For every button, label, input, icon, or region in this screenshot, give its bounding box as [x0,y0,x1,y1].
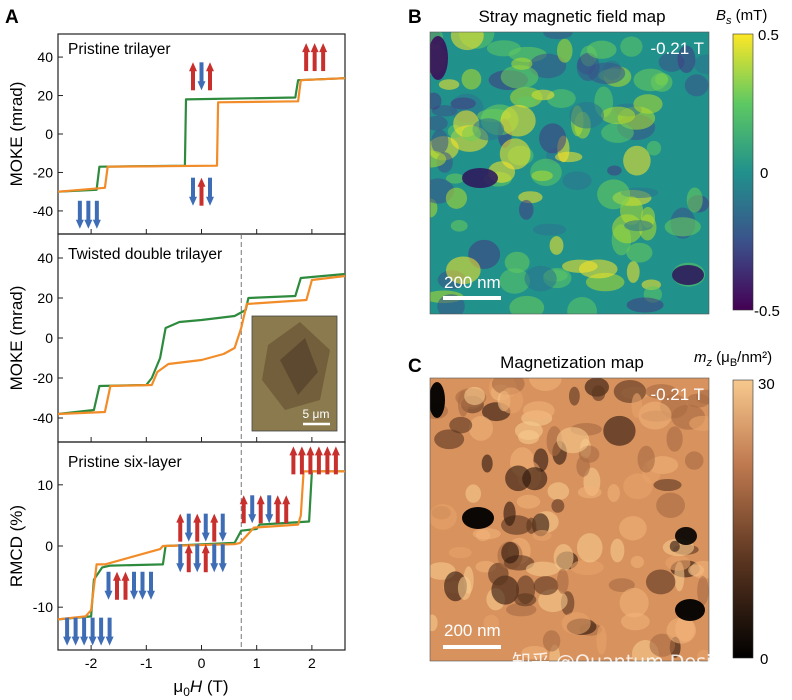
plot-a1-spin-state [75,200,101,229]
plot-a2-title: Twisted double trilayer [68,246,222,263]
map-c-texture [430,378,709,661]
plot-a3-xtick-label: -2 [85,655,98,671]
colorbar-b-tick-max: 0.5 [758,27,779,44]
plot-a3-spin-state [239,495,291,524]
colorbar-c-tick-min: 0 [760,651,768,668]
plot-a3-spin-state [63,617,114,646]
plot-a1-ylabel: MOKE (mrad) [7,82,26,187]
plot-a2-ytick-label: -20 [33,370,53,386]
map-c-scalebar [443,645,501,649]
plot-a3-xtick-label: 1 [253,655,261,671]
plot-a3-series-down [57,470,345,621]
plot-a2-ytick-label: 20 [37,290,53,306]
panel-label-c: C [408,356,422,377]
map-c-scalebar-label: 200 nm [444,621,501,640]
plot-a3-title: Pristine six-layer [68,454,182,471]
plot-a1-ytick-label: 40 [37,49,53,65]
plot-a1-ytick-label: 0 [45,126,53,142]
plot-a1-series-down [57,77,346,193]
map-c-title: Magnetization map [500,353,644,372]
plot-a1-spin-state [189,177,214,206]
map-c-field-label: -0.21 T [650,385,704,404]
colorbar-c-label: mz (μB/nm²) [694,349,772,369]
colorbar-c-tick-max: 30 [758,376,775,393]
map-b-scalebar [443,296,501,300]
plot-a2-ytick-label: -40 [33,410,53,426]
colorbar-b-tick-mid: 0 [760,165,768,182]
plot-a3-ytick-label: -10 [33,599,53,615]
colorbar-b-tick-min: -0.5 [754,303,780,320]
panel-label-a: A [5,7,19,28]
plot-a3-xtick-label: 0 [198,655,206,671]
plot-a3-spin-state [289,446,340,475]
colorbar-c [732,379,754,659]
plot-a1-series-up [57,77,346,193]
plot-a1-ytick-label: -20 [33,164,53,180]
plot-a3-xtick-label: -1 [140,655,153,671]
plot-a2-ytick-label: 0 [45,330,53,346]
plot-a3-spin-state [176,513,227,542]
map-c-frame [429,377,710,662]
watermark: 知乎 @Quantum Design [512,651,735,673]
plot-a1-title: Pristine trilayer [68,41,171,58]
plot-a2-ylabel: MOKE (mrad) [7,286,26,391]
colorbar-b [732,33,754,311]
plot-a3-spin-state [104,571,155,600]
inset-micrograph: 5 μm [251,315,338,432]
plot-a1-spin-state [189,62,214,91]
plot-a3-ytick-label: 0 [45,538,53,554]
map-b-frame [429,31,710,315]
colorbar-b-label: Bs (mT) [716,7,767,27]
panel-label-b: B [408,7,422,28]
plot-a1-spin-state [302,43,328,72]
plot-a3-xtick-label: 2 [308,655,316,671]
plot-a3-ytick-label: 10 [37,477,53,493]
plot-a1-ytick-label: -40 [33,203,53,219]
plot-a3-ylabel: RMCD (%) [7,505,26,587]
map-b-scalebar-label: 200 nm [444,273,501,292]
plot-a2-series-down [57,274,346,416]
inset-scale-label: 5 μm [303,407,330,421]
plot-a1-ytick-label: 20 [37,88,53,104]
plot-a3-spin-state [176,544,227,573]
plot-a2-ytick-label: 40 [37,250,53,266]
map-b-title: Stray magnetic field map [478,7,665,26]
plot-a3-xlabel: μ0H (T) [173,677,228,699]
map-b-field-label: -0.21 T [650,39,704,58]
